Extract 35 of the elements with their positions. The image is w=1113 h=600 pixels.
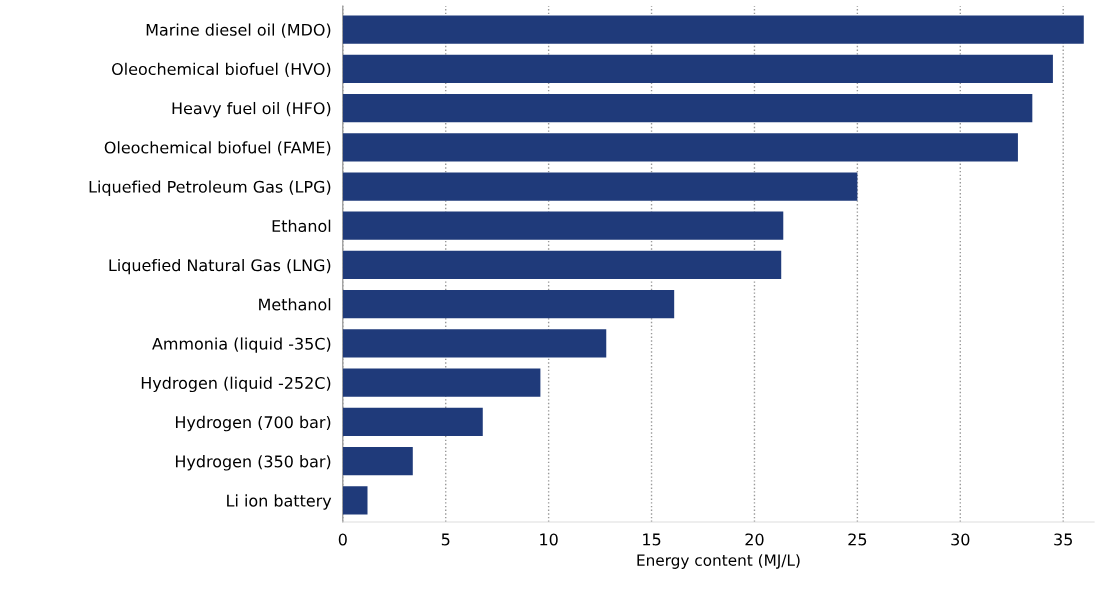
bar — [342, 54, 1053, 83]
y-tick-label: Liquefied Natural Gas (LNG) — [109, 258, 331, 275]
x-tick-label: 15 — [643, 533, 661, 546]
y-tick-label: Oleochemical biofuel (HVO) — [112, 62, 331, 77]
bar — [342, 447, 413, 476]
x-tick-label: 30 — [951, 533, 970, 546]
bar — [342, 329, 607, 358]
bar — [342, 290, 675, 319]
x-tick-label: 5 — [441, 533, 450, 546]
x-tick-label: 20 — [745, 533, 764, 546]
bar — [342, 15, 1084, 44]
y-tick-label: Ethanol — [272, 219, 331, 233]
x-tick-label: 25 — [848, 533, 867, 546]
bar — [342, 368, 541, 397]
x-tick-label: 0 — [338, 533, 347, 546]
bar — [342, 250, 782, 280]
y-tick-label: Hydrogen (liquid -252C) — [141, 376, 331, 393]
y-tick-label: Methanol — [259, 298, 331, 311]
y-tick-label: Marine diesel oil (MDO) — [146, 23, 331, 38]
x-tick-label: 35 — [1054, 533, 1072, 546]
bar — [342, 407, 483, 437]
y-tick-label: Oleochemical biofuel (FAME) — [104, 141, 331, 156]
bar — [342, 486, 368, 515]
y-tick-label: Li ion battery — [227, 494, 332, 510]
bar — [342, 211, 784, 240]
bar — [342, 133, 1018, 162]
x-tick-label: 10 — [540, 533, 558, 546]
y-tick-label: Ammonia (liquid -35C) — [152, 337, 331, 353]
bar — [342, 172, 858, 201]
y-tick-label: Liquefied Petroleum Gas (LPG) — [89, 180, 331, 196]
bar — [342, 93, 1033, 123]
y-tick-label: Heavy fuel oil (HFO) — [172, 101, 331, 118]
y-tick-label: Hydrogen (700 bar) — [175, 415, 331, 432]
y-tick-label: Hydrogen (350 bar) — [175, 455, 331, 471]
x-axis-title: Energy content (MJ/L) — [637, 554, 800, 569]
